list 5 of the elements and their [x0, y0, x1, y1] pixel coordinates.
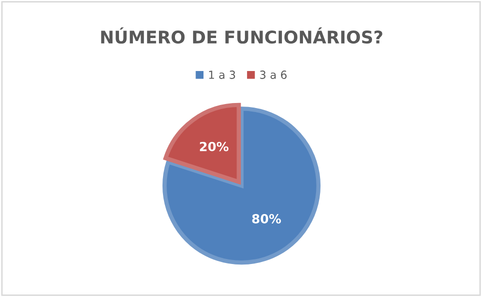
legend-label: 3 a 6 — [260, 70, 287, 79]
data-label: 80% — [252, 214, 281, 224]
legend-label: 1 a 3 — [209, 70, 236, 79]
chart-title: NÚMERO DE FUNCIONÁRIOS? — [101, 27, 382, 44]
data-label: 20% — [200, 142, 228, 152]
